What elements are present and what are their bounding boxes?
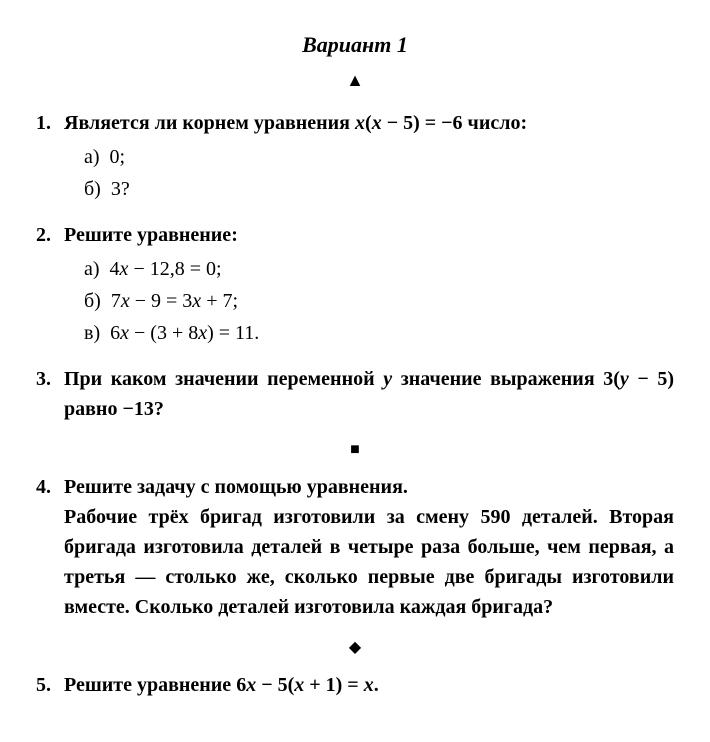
sub-label: б) xyxy=(84,290,101,312)
expr-part: − 12,8 = 0; xyxy=(128,258,221,280)
expr-part: ) = 11. xyxy=(207,322,259,344)
triangle-marker: ▲ xyxy=(36,67,674,94)
text-part: Решите уравнение: xyxy=(64,224,238,246)
variable: y xyxy=(620,368,629,390)
problem-list: 1. Является ли корнем уравнения x(x − 5)… xyxy=(36,108,674,424)
sub-label: а) xyxy=(84,258,100,280)
variable: x xyxy=(120,322,129,344)
problem-content: При каком значении переменной y значение… xyxy=(64,364,674,424)
sub-item: а) 0; xyxy=(84,142,674,172)
expr-part: − (3 + 8 xyxy=(129,322,198,344)
problem-prompt: Решите задачу с помощью уравнения. xyxy=(64,472,674,502)
problem-content: Решите уравнение 6x − 5(x + 1) = x. xyxy=(64,670,674,700)
sub-item: а) 4x − 12,8 = 0; xyxy=(84,254,674,284)
problem-prompt: Решите уравнение 6x − 5(x + 1) = x. xyxy=(64,670,674,700)
problem-number: 1. xyxy=(36,108,64,206)
problem-prompt: При каком значении переменной y значение… xyxy=(64,364,674,424)
problem-content: Решите задачу с помощью уравнения. Рабоч… xyxy=(64,472,674,622)
text-part: + 1) = xyxy=(304,674,363,696)
text-part: Решите уравнение 6 xyxy=(64,674,246,696)
sub-text: 3? xyxy=(111,178,130,200)
problem-number: 5. xyxy=(36,670,64,700)
sub-list: а) 4x − 12,8 = 0; б) 7x − 9 = 3x + 7; в)… xyxy=(84,254,674,348)
problem-list-after-diamond: 5. Решите уравнение 6x − 5(x + 1) = x. xyxy=(36,670,674,700)
variable: x xyxy=(246,674,256,696)
sub-item: б) 3? xyxy=(84,174,674,204)
variable: y xyxy=(383,368,392,390)
text-part: − 5( xyxy=(256,674,294,696)
sub-text: 0; xyxy=(110,146,126,168)
problem-5: 5. Решите уравнение 6x − 5(x + 1) = x. xyxy=(36,670,674,700)
square-marker: ■ xyxy=(36,438,674,462)
problem-number: 2. xyxy=(36,220,64,350)
sub-item: в) 6x − (3 + 8x) = 11. xyxy=(84,318,674,348)
text-part: значение выражения 3( xyxy=(392,368,620,390)
sub-list: а) 0; б) 3? xyxy=(84,142,674,204)
problem-1: 1. Является ли корнем уравнения x(x − 5)… xyxy=(36,108,674,206)
expr-part: − 9 = 3 xyxy=(130,290,193,312)
problem-3: 3. При каком значении переменной y значе… xyxy=(36,364,674,424)
sub-label: б) xyxy=(84,178,101,200)
problem-list-after-square: 4. Решите задачу с помощью уравнения. Ра… xyxy=(36,472,674,622)
variable: x xyxy=(364,674,374,696)
problem-body: Рабочие трёх бригад изготовили за смену … xyxy=(64,502,674,622)
expr-part: 4 xyxy=(110,258,120,280)
variable: x xyxy=(192,290,201,312)
text-part: Является ли корнем уравнения xyxy=(64,112,355,134)
text-part: При каком значении переменной xyxy=(64,368,383,390)
variable: x xyxy=(121,290,130,312)
problem-prompt: Является ли корнем уравнения x(x − 5) = … xyxy=(64,108,674,138)
sub-item: б) 7x − 9 = 3x + 7; xyxy=(84,286,674,316)
variable: x xyxy=(355,112,365,134)
variable: x xyxy=(372,112,382,134)
sub-label: а) xyxy=(84,146,100,168)
variable: x xyxy=(294,674,304,696)
expr-part: + 7; xyxy=(201,290,238,312)
problem-content: Является ли корнем уравнения x(x − 5) = … xyxy=(64,108,674,206)
problem-number: 3. xyxy=(36,364,64,424)
text-part: − 5) = −6 число: xyxy=(382,112,527,134)
expr-part: 6 xyxy=(110,322,120,344)
diamond-marker: ◆ xyxy=(36,636,674,660)
expr-part: 7 xyxy=(111,290,121,312)
problem-prompt: Решите уравнение: xyxy=(64,220,674,250)
variable: x xyxy=(198,322,207,344)
problem-number: 4. xyxy=(36,472,64,622)
sub-label: в) xyxy=(84,322,100,344)
problem-4: 4. Решите задачу с помощью уравнения. Ра… xyxy=(36,472,674,622)
problem-2: 2. Решите уравнение: а) 4x − 12,8 = 0; б… xyxy=(36,220,674,350)
problem-content: Решите уравнение: а) 4x − 12,8 = 0; б) 7… xyxy=(64,220,674,350)
text-part: Решите задачу с помощью уравнения. xyxy=(64,476,408,498)
variant-header: Вариант 1 xyxy=(36,28,674,61)
text-part: ( xyxy=(365,112,372,134)
text-part: . xyxy=(374,674,379,696)
